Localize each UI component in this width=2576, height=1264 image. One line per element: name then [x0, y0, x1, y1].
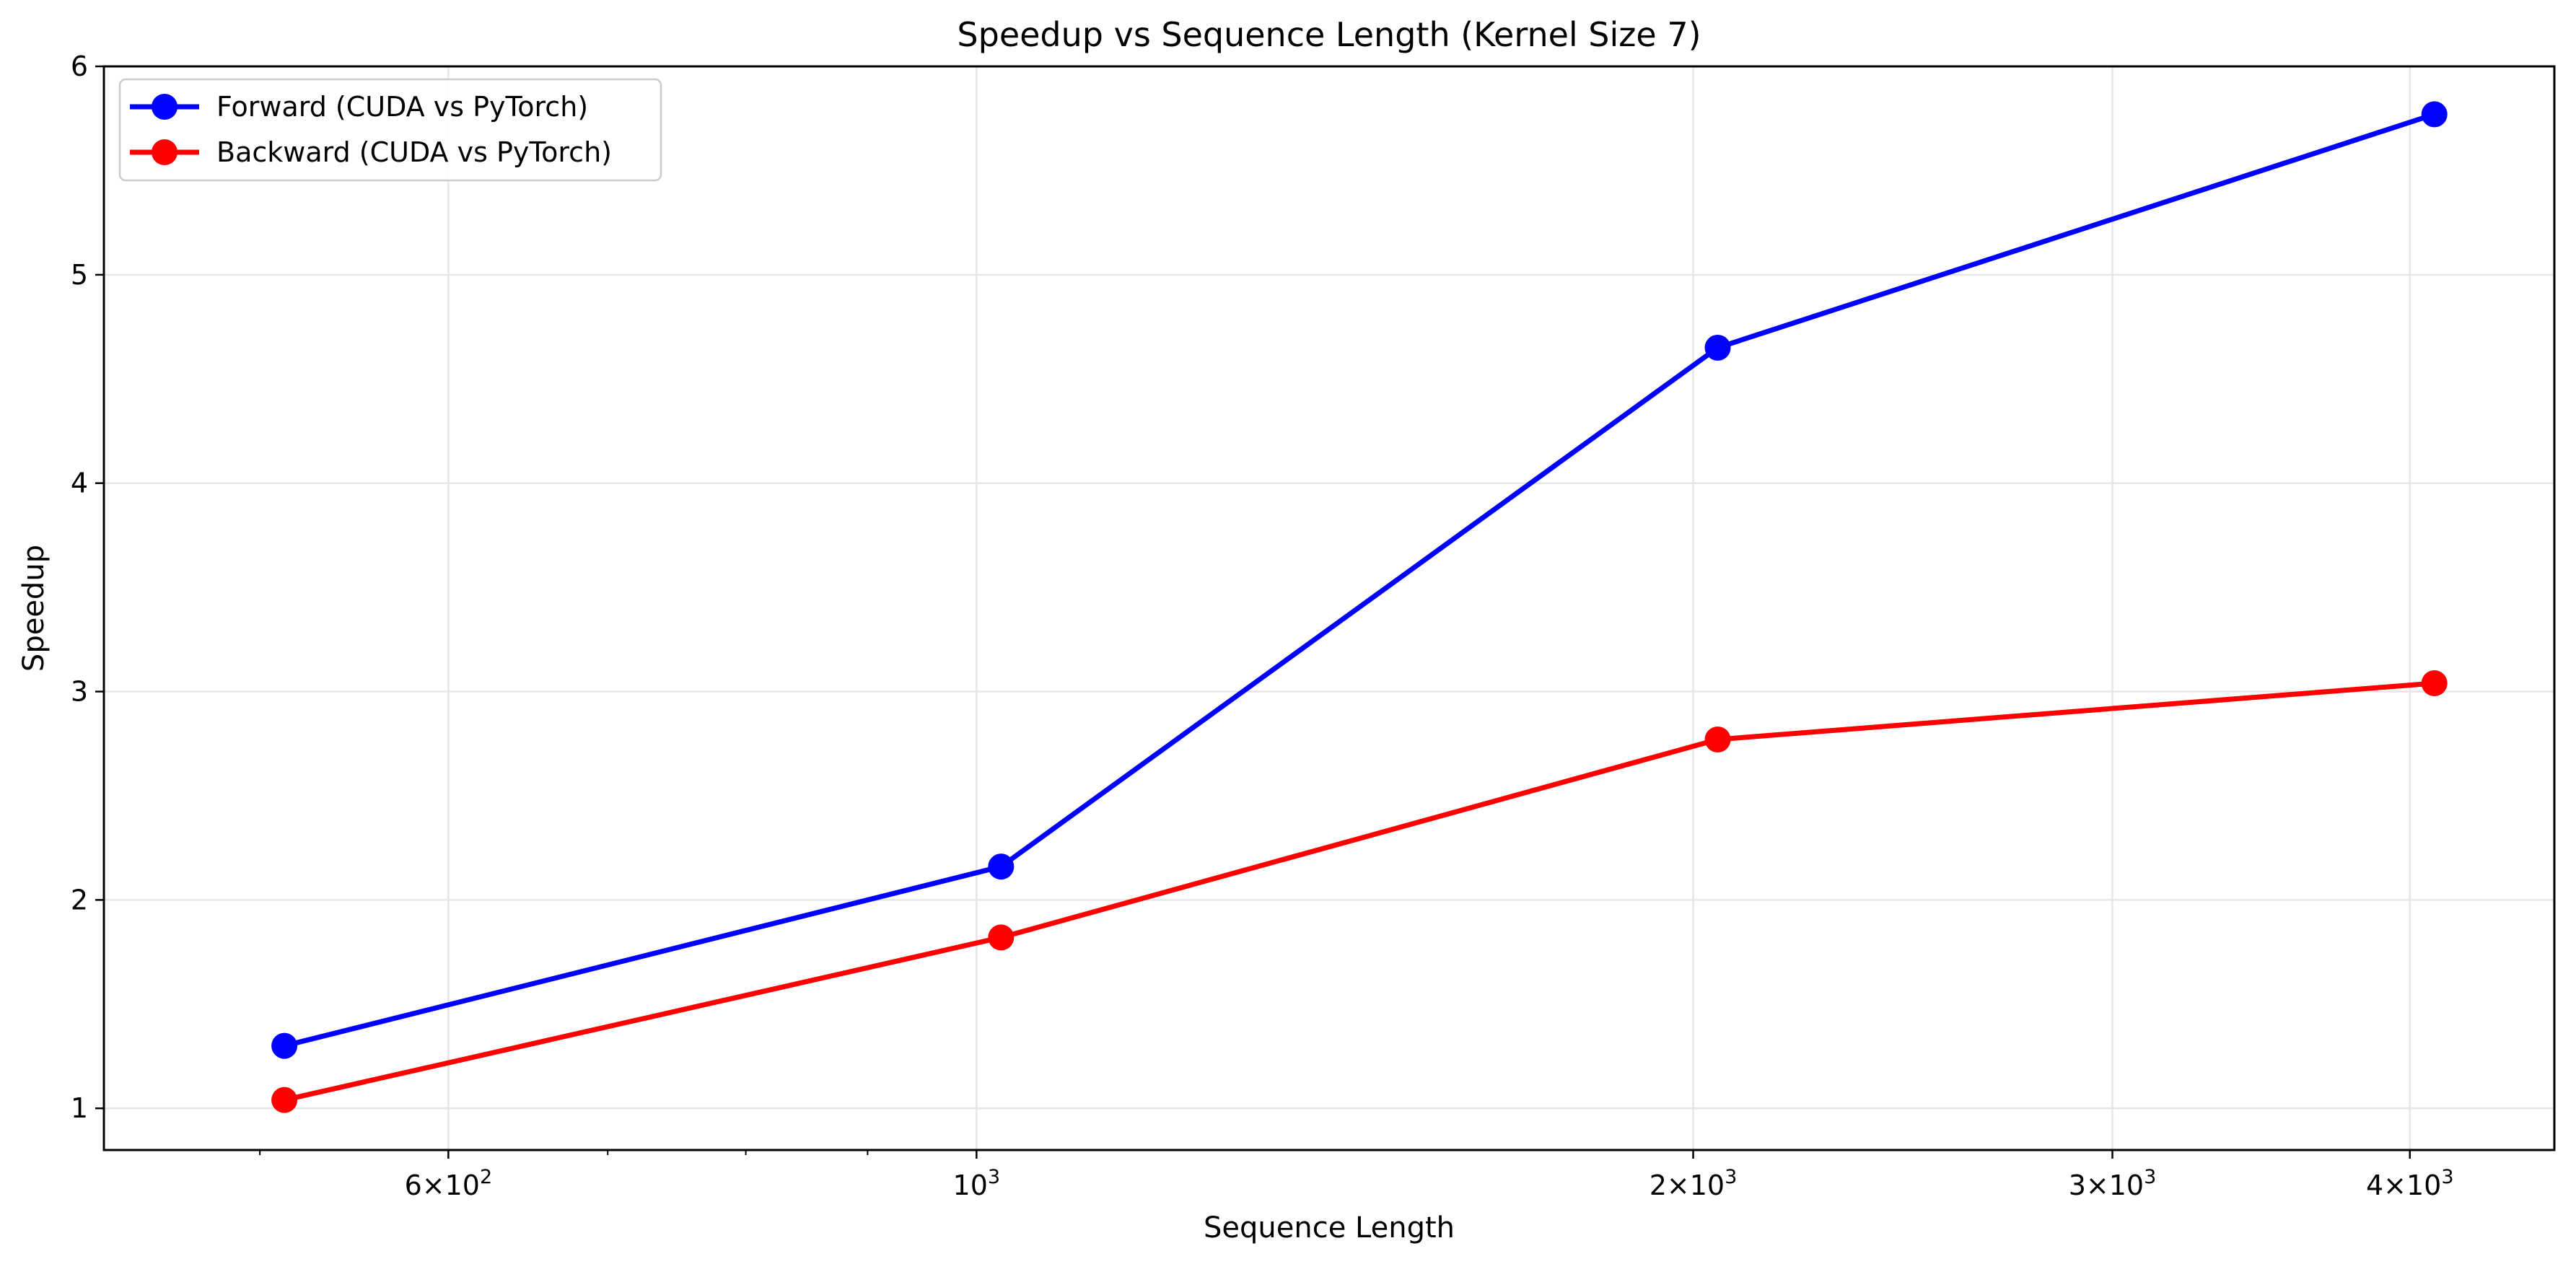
ticks-layer: 1 2 3 4 5 6 6×102 103 2×103 3×103 4×103: [71, 51, 2454, 1201]
legend-label: Backward (CUDA vs PyTorch): [216, 136, 612, 168]
y-tick-label: 1: [71, 1092, 88, 1124]
y-tick-label: 2: [71, 884, 88, 916]
data-point-series-1: [271, 1087, 298, 1113]
data-point-series-0: [2421, 101, 2448, 128]
legend-swatch-marker: [152, 139, 178, 165]
legend: Forward (CUDA vs PyTorch) Backward (CUDA …: [118, 78, 662, 182]
y-tick-label: 4: [71, 468, 88, 499]
x-axis-label: Sequence Length: [1204, 1211, 1455, 1245]
data-point-series-1: [2421, 670, 2448, 696]
data-point-series-0: [988, 853, 1015, 880]
data-point-series-0: [271, 1032, 298, 1059]
x-tick-label: 6×102: [405, 1166, 493, 1201]
y-tick-label: 6: [71, 51, 88, 82]
series-line-0: [284, 112, 2435, 1048]
chart-title: Speedup vs Sequence Length (Kernel Size …: [957, 15, 1701, 54]
data-point-series-1: [1704, 726, 1731, 752]
x-tick-label: 2×103: [1650, 1166, 1738, 1201]
legend-label: Forward (CUDA vs PyTorch): [216, 91, 588, 123]
data-point-series-1: [988, 924, 1015, 951]
series-line-1: [284, 680, 2435, 1103]
series-layer: [271, 101, 2448, 1113]
x-tick-label: 3×103: [2069, 1166, 2157, 1201]
plot-frame: [102, 65, 2556, 1151]
grid-layer: [104, 65, 2554, 1150]
x-tick-label: 103: [953, 1166, 1001, 1201]
data-point-series-0: [1704, 334, 1731, 361]
y-axis-label: Speedup: [17, 545, 51, 672]
y-tick-label: 3: [71, 676, 88, 708]
x-tick-label: 4×103: [2366, 1166, 2454, 1201]
legend-box: [118, 78, 662, 182]
y-tick-label: 5: [71, 259, 88, 291]
legend-swatch-marker: [152, 94, 178, 120]
